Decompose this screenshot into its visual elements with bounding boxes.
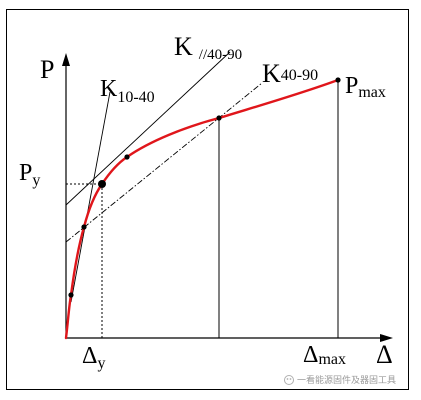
py-label-sub: y [32,172,40,189]
wechat-icon [284,375,294,385]
k-parallel-label-main: K [174,32,193,61]
pmax-label-sub: max [358,84,386,101]
point-10pct [68,292,74,298]
k-parallel-line [65,51,231,206]
k4090-line [65,82,263,243]
k4090-label-sub: 40-90 [281,67,318,84]
pmax-label-main: P [345,73,358,99]
dy-label: Δy [82,343,105,372]
k-parallel-label-sub: //40-90 [199,47,242,63]
point-90pct [216,115,222,121]
k1040-label: K10-40 [100,76,155,106]
load-curve [64,78,340,340]
wechat-icon-dot2 [289,378,292,380]
k1040-line [70,91,111,303]
dmax-label-main: Δ [303,342,318,368]
k4090-label: K40-90 [262,59,318,88]
point-tangent [124,154,130,160]
yield-point [98,180,106,188]
k1040-label-main: K [100,76,118,102]
k4090-label-main: K [262,59,281,88]
figure-frame [6,9,409,390]
k1040-label-sub: 10-40 [117,89,154,106]
py-label: Py [19,160,40,189]
dmax-label-sub: max [318,351,346,368]
watermark-text: 一看能源固件及器固工具 [297,374,396,386]
k-parallel-label: K //40-90 [174,32,242,63]
point-40pct [81,224,87,230]
x-axis-arrow [380,334,393,342]
py-label-main: P [19,160,32,186]
y-axis-label: P [40,55,54,84]
wechat-icon-dot [286,378,289,380]
peak-point [335,77,341,83]
y-axis-arrow [62,53,70,66]
x-axis-label: Δ [376,340,393,369]
dy-label-main: Δ [82,343,97,369]
pmax-label: Pmax [345,73,386,101]
watermark: 一看能源固件及器固工具 [284,374,396,386]
dmax-label: Δmax [303,342,346,368]
dy-label-sub: y [97,355,105,372]
